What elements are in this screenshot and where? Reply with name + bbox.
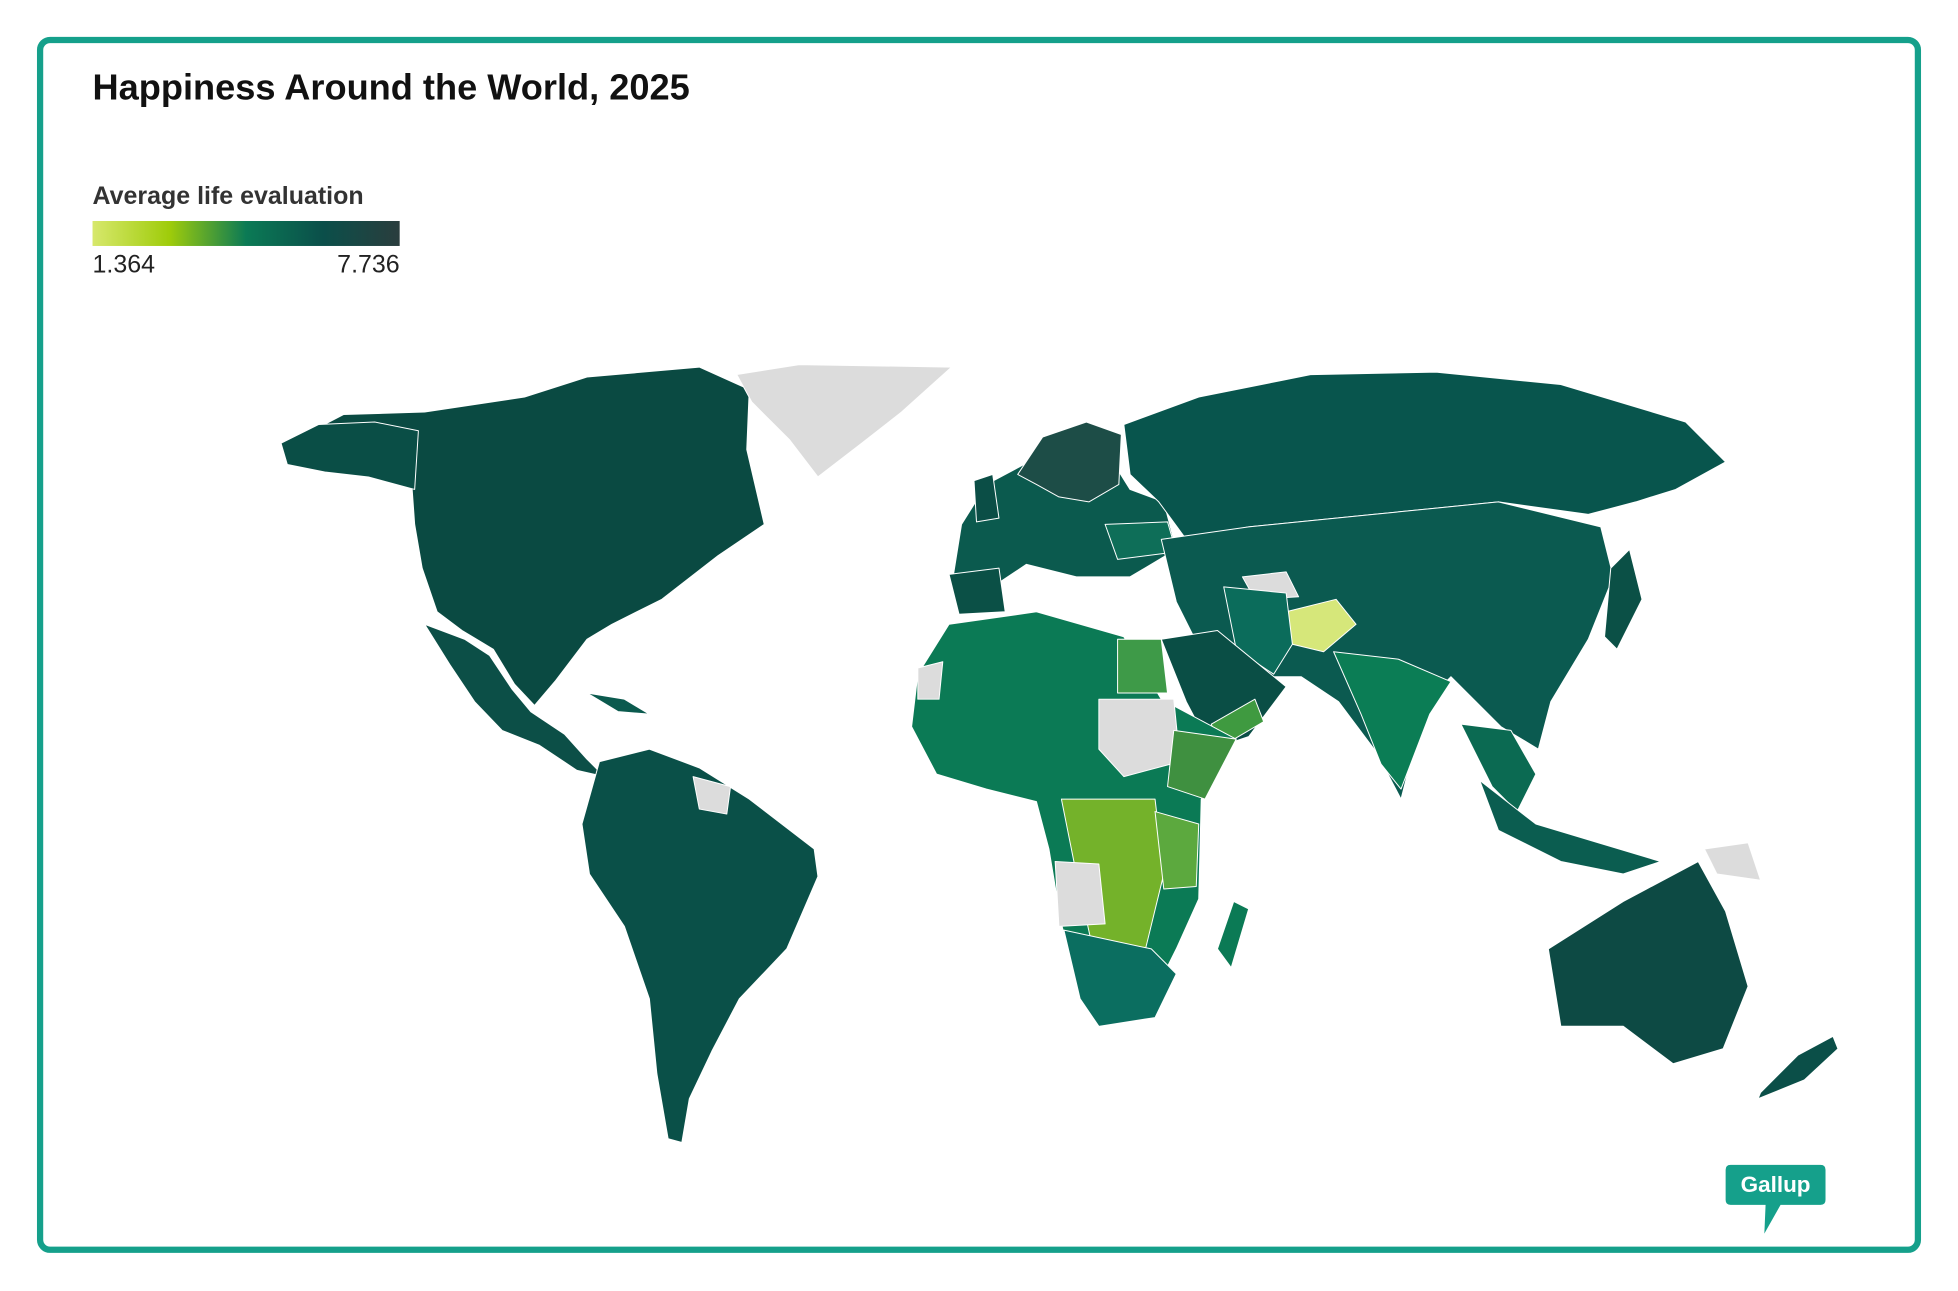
- legend-title: Average life evaluation: [93, 182, 364, 210]
- guianas: [692, 776, 732, 815]
- brand-label: Gallup: [1741, 1172, 1811, 1197]
- chart-title: Happiness Around the World, 2025: [93, 66, 690, 107]
- japan: [1604, 548, 1643, 650]
- cuba: [586, 692, 650, 715]
- brand-badge: Gallup: [1725, 1164, 1826, 1234]
- west-sahara: [917, 661, 944, 700]
- russia: [1123, 371, 1727, 540]
- sudan: [1098, 698, 1181, 778]
- legend-min: 1.364: [93, 251, 156, 279]
- egypt: [1117, 638, 1169, 694]
- legend-gradient: [92, 220, 400, 246]
- uk: [973, 473, 1000, 523]
- india: [1333, 651, 1452, 790]
- legend-max: 7.736: [337, 251, 399, 279]
- angola: [1054, 860, 1106, 927]
- png: [1703, 842, 1762, 881]
- iberia: [948, 567, 1006, 615]
- countries: [280, 364, 1839, 1143]
- southeast-asia: [1460, 723, 1537, 813]
- alaska: [280, 421, 419, 490]
- south-america: [581, 748, 819, 1143]
- greenland: [736, 364, 953, 478]
- southern-africa: [1063, 929, 1177, 1027]
- indonesia: [1479, 779, 1662, 875]
- scandinavia: [1017, 421, 1122, 503]
- east-africa: [1154, 811, 1200, 890]
- madagascar: [1216, 900, 1250, 969]
- brand-bubble: [1725, 1164, 1826, 1234]
- australia: [1547, 860, 1749, 1065]
- mexico: [424, 623, 605, 778]
- new-zealand: [1757, 1035, 1839, 1100]
- ethiopia: [1167, 729, 1237, 800]
